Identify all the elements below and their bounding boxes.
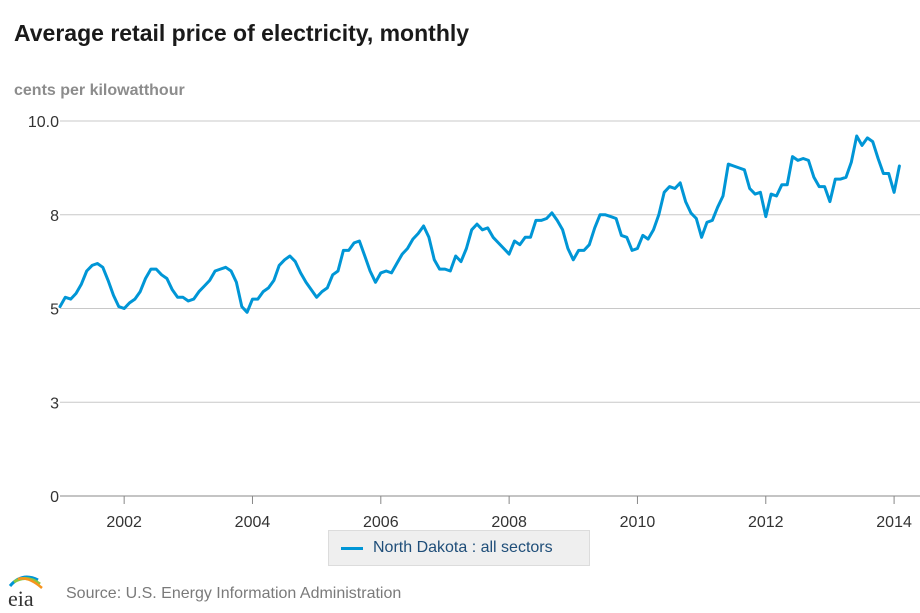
source-note: Source: U.S. Energy Information Administ…: [66, 585, 402, 602]
series-line: [58, 134, 901, 314]
chart-title: Average retail price of electricity, mon…: [14, 20, 470, 46]
eia-logo: eia: [8, 575, 43, 610]
x-tick-label: 2014: [876, 514, 912, 531]
x-tick-label: 2004: [235, 514, 271, 531]
x-tick-label: 2008: [491, 514, 527, 531]
x-axis-ticks: 2002 2004 2006 2008 2010 2012 2014: [106, 496, 912, 531]
logo-text: eia: [8, 586, 34, 610]
x-tick-label: 2002: [106, 514, 142, 531]
y-tick-label: 8: [50, 208, 59, 225]
y-tick-label: 0: [50, 489, 59, 506]
y-tick-label: 10.0: [28, 114, 59, 131]
x-tick-label: 2012: [748, 514, 784, 531]
series-lines: [58, 134, 901, 314]
gridlines: [60, 120, 920, 497]
y-axis-ticks: 0 3 5 8 10.0: [28, 114, 59, 506]
y-tick-label: 3: [50, 395, 59, 412]
legend[interactable]: North Dakota : all sectors: [328, 530, 590, 566]
legend-label: North Dakota : all sectors: [373, 539, 553, 556]
y-tick-label: 5: [50, 302, 59, 319]
logo-arc-orange: [17, 577, 43, 589]
legend-swatch: [341, 546, 363, 550]
y-axis-label: cents per kilowatthour: [14, 82, 185, 99]
x-tick-label: 2006: [363, 514, 399, 531]
x-tick-label: 2010: [620, 514, 656, 531]
